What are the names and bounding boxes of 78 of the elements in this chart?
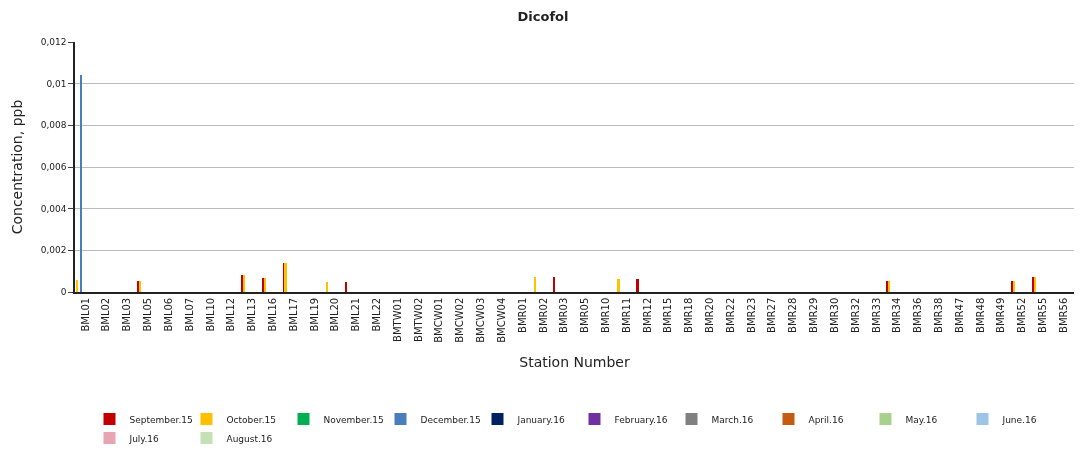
y-tick-label: 0,012 — [40, 37, 67, 48]
x-tick-label: BMR15 — [662, 297, 674, 333]
x-tick-label: BMR55 — [1037, 297, 1049, 333]
bar — [76, 280, 78, 292]
x-tick-label: BML06 — [162, 297, 174, 332]
x-tick-label: BMR48 — [974, 297, 986, 333]
y-tick-label: 0,004 — [40, 203, 67, 214]
x-tick-label: BMR02 — [537, 297, 549, 333]
x-tick-label: BMR52 — [1016, 297, 1028, 333]
bar — [345, 282, 347, 292]
x-tick-label: BMCW04 — [495, 297, 507, 343]
x-tick-label: BMR32 — [849, 297, 861, 333]
x-tick-label: BMR05 — [579, 297, 591, 333]
legend-label: March.16 — [711, 414, 754, 425]
x-tick-label: BML10 — [204, 297, 216, 332]
legend-label: April.16 — [808, 414, 844, 425]
x-tick-label: BMR20 — [704, 297, 716, 333]
chart-title: Dicofol — [517, 8, 569, 24]
x-tick-label: BMR30 — [828, 297, 840, 333]
bar — [534, 277, 536, 292]
legend-label: February.16 — [614, 414, 668, 425]
x-tick-label: BMR34 — [891, 297, 903, 333]
x-tick-label: BMCW02 — [454, 297, 466, 343]
x-tick-label: BMR49 — [995, 297, 1007, 333]
legend-label: May.16 — [905, 414, 938, 425]
x-tick-label: BMR03 — [558, 297, 570, 333]
x-tick-label: BML05 — [142, 297, 154, 332]
x-tick-label: BMR36 — [912, 297, 924, 333]
y-tick-label: 0,002 — [40, 245, 67, 256]
x-tick-label: BMR27 — [766, 297, 778, 333]
x-tick-label: BMCW03 — [475, 297, 487, 343]
legend-label: November.15 — [323, 414, 384, 425]
x-tick-label: BML03 — [121, 297, 133, 332]
x-tick-label: BML17 — [287, 297, 299, 332]
bar — [553, 277, 555, 292]
x-tick-label: BML21 — [350, 297, 362, 332]
x-tick-label: BML19 — [308, 297, 320, 332]
x-axis-title: Station Number — [519, 353, 630, 370]
bar — [80, 75, 82, 292]
bar — [326, 282, 328, 292]
x-tick-label: BMR33 — [870, 297, 882, 333]
x-tick-label: BMR10 — [599, 297, 611, 333]
x-tick-label: BML20 — [329, 297, 341, 332]
legend-label: January.16 — [516, 414, 565, 425]
x-tick-label: BMR01 — [516, 297, 528, 333]
y-tick-label: 0 — [60, 287, 67, 298]
x-tick-label: BMR22 — [724, 297, 736, 333]
bar — [636, 279, 639, 292]
y-tick-label: 0,008 — [40, 120, 67, 131]
x-tick-label: BMTW02 — [412, 297, 424, 342]
legend-label: September.15 — [129, 414, 193, 425]
x-tick-label: BMTW01 — [391, 297, 403, 342]
y-tick-label: 0,01 — [46, 78, 67, 89]
x-tick-label: BML16 — [266, 297, 278, 332]
x-tick-label: BMR12 — [641, 297, 653, 333]
x-tick-label: BMR38 — [932, 297, 944, 333]
x-tick-label: BML12 — [225, 297, 237, 332]
legend-label: June.16 — [1001, 414, 1037, 425]
legend-label: July.16 — [128, 433, 159, 444]
x-tick-label: BMR18 — [683, 297, 695, 333]
x-tick-label: BML01 — [79, 297, 91, 332]
x-tick-label: BML07 — [183, 297, 195, 332]
x-tick-label: BMR23 — [745, 297, 757, 333]
x-tick-label: BML02 — [100, 297, 112, 332]
x-tick-label: BMCW01 — [433, 297, 445, 343]
legend-label: August.16 — [226, 433, 273, 444]
x-tick-label: BMR11 — [620, 297, 632, 333]
x-tick-label: BMR29 — [808, 297, 820, 333]
y-axis-title: Concentration, ppb — [8, 99, 25, 235]
legend-label: December.15 — [420, 414, 481, 425]
x-tick-label: BMR28 — [787, 297, 799, 333]
legend-label: October.15 — [226, 414, 277, 425]
x-tick-label: BMR56 — [1057, 297, 1069, 333]
x-tick-label: BML13 — [246, 297, 258, 332]
x-tick-label: BML22 — [371, 297, 383, 332]
bar — [617, 279, 620, 292]
y-tick-label: 0,006 — [40, 162, 67, 173]
x-tick-label: BMR47 — [953, 297, 965, 333]
